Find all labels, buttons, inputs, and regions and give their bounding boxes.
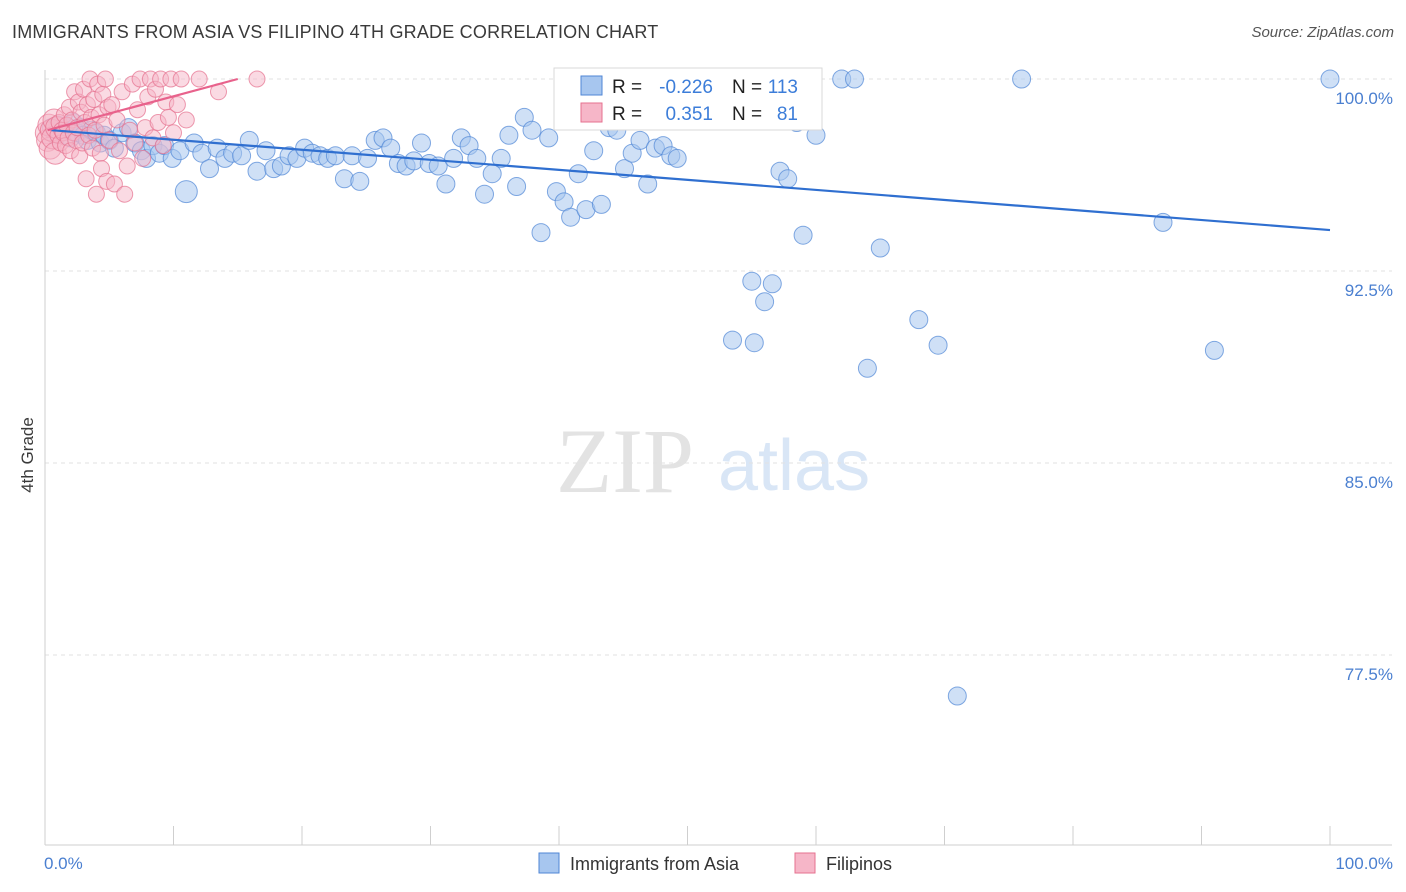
point-asia — [615, 159, 634, 179]
watermark-zip: ZIP — [556, 410, 694, 512]
point-asia — [491, 148, 511, 168]
point-asia — [358, 148, 377, 168]
point-filipinos — [168, 96, 186, 114]
point-asia — [909, 310, 929, 330]
point-filipinos — [118, 157, 136, 175]
point-filipinos — [172, 70, 190, 88]
point-asia — [522, 120, 542, 140]
point-asia — [638, 174, 658, 194]
point-asia — [845, 69, 864, 89]
stats-box: R = -0.226 N = 113 R = 0.351 N = 81 — [553, 67, 823, 131]
point-asia — [568, 164, 588, 184]
point-asia — [325, 146, 345, 166]
x-tick-label-max: 100.0% — [1335, 854, 1393, 873]
stats-n-value-asia: 113 — [768, 77, 798, 98]
y-tick-label: 92.5% — [1345, 281, 1393, 300]
point-asia — [723, 330, 742, 350]
point-asia — [667, 148, 687, 168]
point-asia — [870, 238, 890, 258]
point-filipinos — [108, 111, 126, 129]
stats-r-label-filipinos: R = — [612, 104, 642, 125]
stats-swatch-filipinos — [580, 102, 603, 123]
chart-title: IMMIGRANTS FROM ASIA VS FILIPINO 4TH GRA… — [12, 22, 659, 42]
stats-n-value-filipinos: 81 — [777, 104, 798, 125]
watermark-atlas: atlas — [718, 426, 870, 506]
legend: Immigrants from Asia Filipinos — [538, 852, 892, 874]
point-filipinos — [134, 149, 152, 167]
trend-line-filipinos — [47, 77, 239, 132]
stats-r-label-asia: R = — [612, 77, 642, 98]
point-asia — [561, 207, 581, 227]
trend-lines — [47, 77, 1331, 232]
point-asia — [412, 133, 431, 153]
point-asia — [531, 223, 551, 243]
stats-n-label-asia: N = — [732, 77, 762, 98]
scatter-points — [34, 69, 1340, 706]
stats-r-value-asia: -0.226 — [659, 77, 713, 98]
point-asia — [499, 125, 519, 145]
point-asia — [256, 141, 276, 161]
y-tick-labels: 77.5% 85.0% 92.5% 100.0% — [1335, 89, 1393, 684]
trend-line-asia — [51, 129, 1331, 232]
point-filipinos — [126, 134, 144, 152]
point-asia — [1204, 340, 1224, 360]
point-asia — [591, 194, 611, 214]
point-asia — [247, 161, 267, 181]
legend-swatch-filipinos — [794, 852, 816, 874]
point-filipinos — [177, 111, 195, 129]
point-asia — [507, 177, 527, 196]
point-filipinos — [154, 137, 172, 155]
point-asia — [200, 159, 219, 179]
point-asia — [947, 686, 967, 706]
point-filipinos — [96, 70, 114, 88]
point-filipinos — [103, 96, 121, 114]
point-filipinos — [100, 131, 118, 149]
point-filipinos — [105, 175, 123, 193]
y-tick-label: 85.0% — [1345, 473, 1393, 492]
y-tick-label: 100.0% — [1335, 89, 1393, 108]
point-filipinos — [111, 142, 128, 160]
point-asia — [630, 130, 650, 150]
point-filipinos — [87, 185, 105, 203]
axes — [44, 70, 1392, 846]
point-asia — [857, 358, 877, 378]
point-asia — [742, 271, 762, 291]
point-asia — [1320, 69, 1340, 89]
y-axis-label: 4th Grade — [18, 417, 37, 493]
y-tick-label: 77.5% — [1345, 665, 1393, 684]
x-tick-labels: 0.0% 100.0% — [44, 854, 1393, 873]
chart-source: Source: ZipAtlas.com — [1251, 24, 1394, 41]
point-filipinos — [159, 108, 177, 126]
point-asia — [539, 128, 559, 148]
point-asia — [1012, 69, 1032, 89]
stats-n-label-filipinos: N = — [732, 104, 762, 125]
point-filipinos — [116, 185, 134, 203]
point-filipinos — [248, 70, 266, 88]
stats-r-value-filipinos: 0.351 — [665, 104, 713, 125]
point-asia — [762, 274, 782, 294]
point-asia — [174, 180, 198, 204]
point-asia — [744, 333, 764, 353]
point-asia — [350, 171, 370, 191]
point-asia — [793, 225, 813, 245]
legend-swatch-asia — [538, 852, 560, 874]
point-asia — [444, 148, 464, 168]
legend-label-filipinos: Filipinos — [826, 854, 892, 874]
point-asia — [928, 335, 948, 355]
point-asia — [755, 292, 775, 312]
point-asia — [778, 169, 798, 189]
x-tick-label-min: 0.0% — [44, 854, 83, 873]
gridlines — [45, 78, 1392, 656]
point-asia — [584, 141, 604, 161]
point-asia — [436, 174, 456, 194]
point-filipinos — [190, 70, 208, 88]
point-filipinos — [77, 170, 95, 188]
point-asia — [232, 146, 252, 166]
legend-label-asia: Immigrants from Asia — [570, 854, 740, 874]
stats-swatch-asia — [580, 75, 603, 96]
point-asia — [475, 184, 494, 204]
